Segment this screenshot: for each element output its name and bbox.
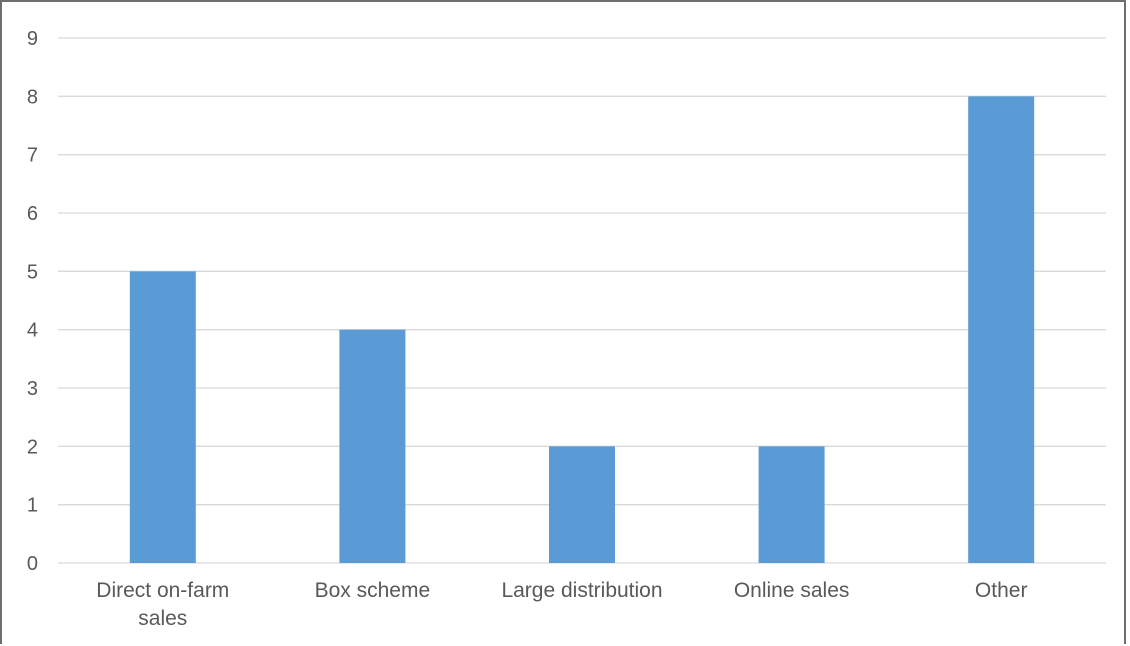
x-category-label: Online sales	[734, 579, 850, 602]
bar-1	[339, 329, 406, 563]
x-category-label-line: Online sales	[734, 579, 850, 602]
x-axis-labels: Direct on-farm sales Box scheme Large distr…	[96, 579, 1027, 630]
bar-0	[129, 271, 196, 563]
x-category-label: Other	[975, 579, 1028, 602]
y-tick-label: 2	[27, 436, 38, 458]
gridlines	[58, 37, 1106, 564]
bar-4	[968, 96, 1035, 563]
y-tick-label: 4	[27, 320, 38, 342]
x-category-label-line: Large distribution	[501, 579, 662, 602]
y-tick-label: 8	[27, 86, 38, 108]
x-category-label-line: sales	[138, 607, 187, 630]
x-category-label-line: Box scheme	[315, 579, 431, 602]
y-tick-label: 9	[27, 28, 38, 50]
bar-2	[549, 446, 615, 563]
y-tick-label: 6	[27, 203, 38, 225]
bar-3	[758, 446, 825, 563]
x-category-label: Direct on-farm sales	[96, 579, 229, 630]
x-category-label-line: Direct on-farm	[96, 579, 229, 602]
y-axis-ticks: 0 1 2 3 4 5 6 7 8 9	[27, 28, 38, 575]
y-tick-label: 5	[27, 261, 38, 283]
y-tick-label: 7	[27, 145, 38, 167]
y-tick-label: 1	[27, 495, 38, 517]
x-category-label: Large distribution	[501, 579, 662, 602]
y-tick-label: 3	[27, 378, 38, 400]
y-tick-label: 0	[27, 553, 38, 575]
bars	[129, 96, 1035, 563]
x-category-label: Box scheme	[315, 579, 431, 602]
x-category-label-line: Other	[975, 579, 1028, 602]
